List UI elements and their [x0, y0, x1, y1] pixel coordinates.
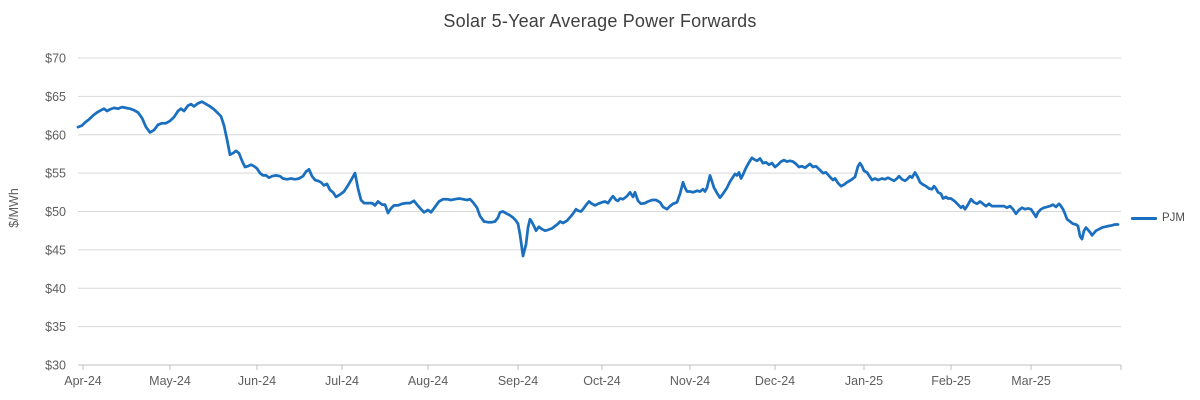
x-tick-label: Jun-24	[238, 374, 276, 388]
y-axis-title: $/MWh	[7, 188, 21, 228]
series-line-pjm	[76, 100, 1120, 258]
y-tick-label: $65	[45, 90, 66, 104]
legend: PJM	[1131, 211, 1185, 225]
x-tick-label: Oct-24	[583, 374, 621, 388]
x-tick-label: Sep-24	[498, 374, 538, 388]
x-tick-label: Jan-25	[845, 374, 883, 388]
y-tick-label: $45	[45, 243, 66, 257]
legend-line-marker-icon	[1131, 216, 1157, 220]
y-tick-label: $70	[45, 52, 66, 66]
x-tick-label: Jul-24	[325, 374, 359, 388]
x-tick-label: Dec-24	[755, 374, 795, 388]
x-tick-label: Apr-24	[64, 374, 102, 388]
y-tick-label: $55	[45, 167, 66, 181]
x-tick-label: Feb-25	[931, 374, 971, 388]
y-tick-label: $50	[45, 205, 66, 219]
y-tick-label: $30	[45, 359, 66, 373]
x-tick-label: Nov-24	[670, 374, 710, 388]
y-tick-label: $40	[45, 282, 66, 296]
y-tick-label: $60	[45, 128, 66, 142]
x-tick-label: May-24	[149, 374, 191, 388]
x-tick-label: Aug-24	[408, 374, 448, 388]
y-tick-label: $35	[45, 320, 66, 334]
chart-title: Solar 5-Year Average Power Forwards	[443, 11, 757, 31]
legend-series-label: PJM	[1162, 212, 1185, 224]
x-tick-label: Mar-25	[1011, 374, 1051, 388]
